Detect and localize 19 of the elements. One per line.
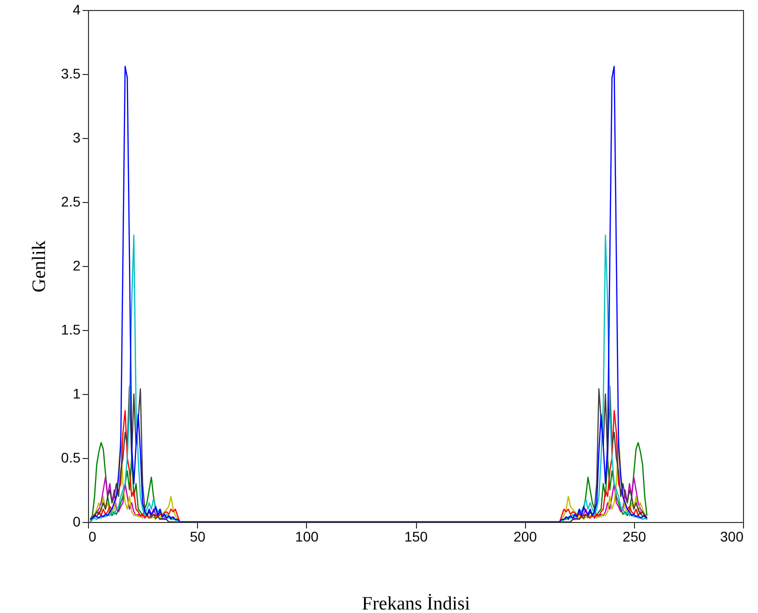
y-tick-label: 1.5 [61, 322, 81, 338]
x-tick-label: 0 [88, 528, 96, 544]
x-tick-label: 150 [404, 528, 428, 544]
line-series [90, 66, 648, 522]
y-tick-label: 2 [72, 258, 81, 274]
x-tick-label: 300 [720, 528, 744, 544]
y-tick-label: 0.5 [61, 450, 81, 466]
x-tick-label: 200 [513, 528, 538, 544]
y-tick-label: 3 [72, 130, 81, 146]
x-tick-label: 100 [295, 528, 319, 544]
y-tick-label: 4 [72, 2, 81, 18]
y-axis-title: Genlik [29, 240, 50, 292]
x-tick-label: 250 [622, 528, 646, 544]
y-tick-label: 3.5 [61, 66, 81, 82]
y-tick-label: 0 [72, 514, 81, 530]
y-tick-label: 2.5 [61, 194, 81, 210]
y-tick-label: 1 [72, 386, 81, 402]
x-tick-label: 50 [190, 528, 206, 544]
x-axis-title: Frekans İndisi [362, 594, 470, 613]
